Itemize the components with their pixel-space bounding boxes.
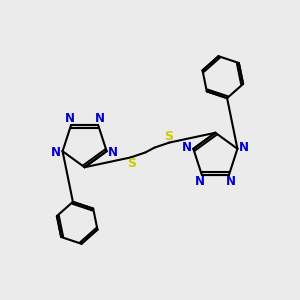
- Text: S: S: [164, 130, 172, 142]
- Text: N: N: [182, 141, 192, 154]
- Text: N: N: [108, 146, 118, 159]
- Text: N: N: [95, 112, 105, 125]
- Text: N: N: [51, 146, 61, 159]
- Text: N: N: [239, 141, 249, 154]
- Text: N: N: [226, 175, 236, 188]
- Text: S: S: [128, 158, 136, 170]
- Text: N: N: [195, 175, 205, 188]
- Text: N: N: [64, 112, 74, 125]
